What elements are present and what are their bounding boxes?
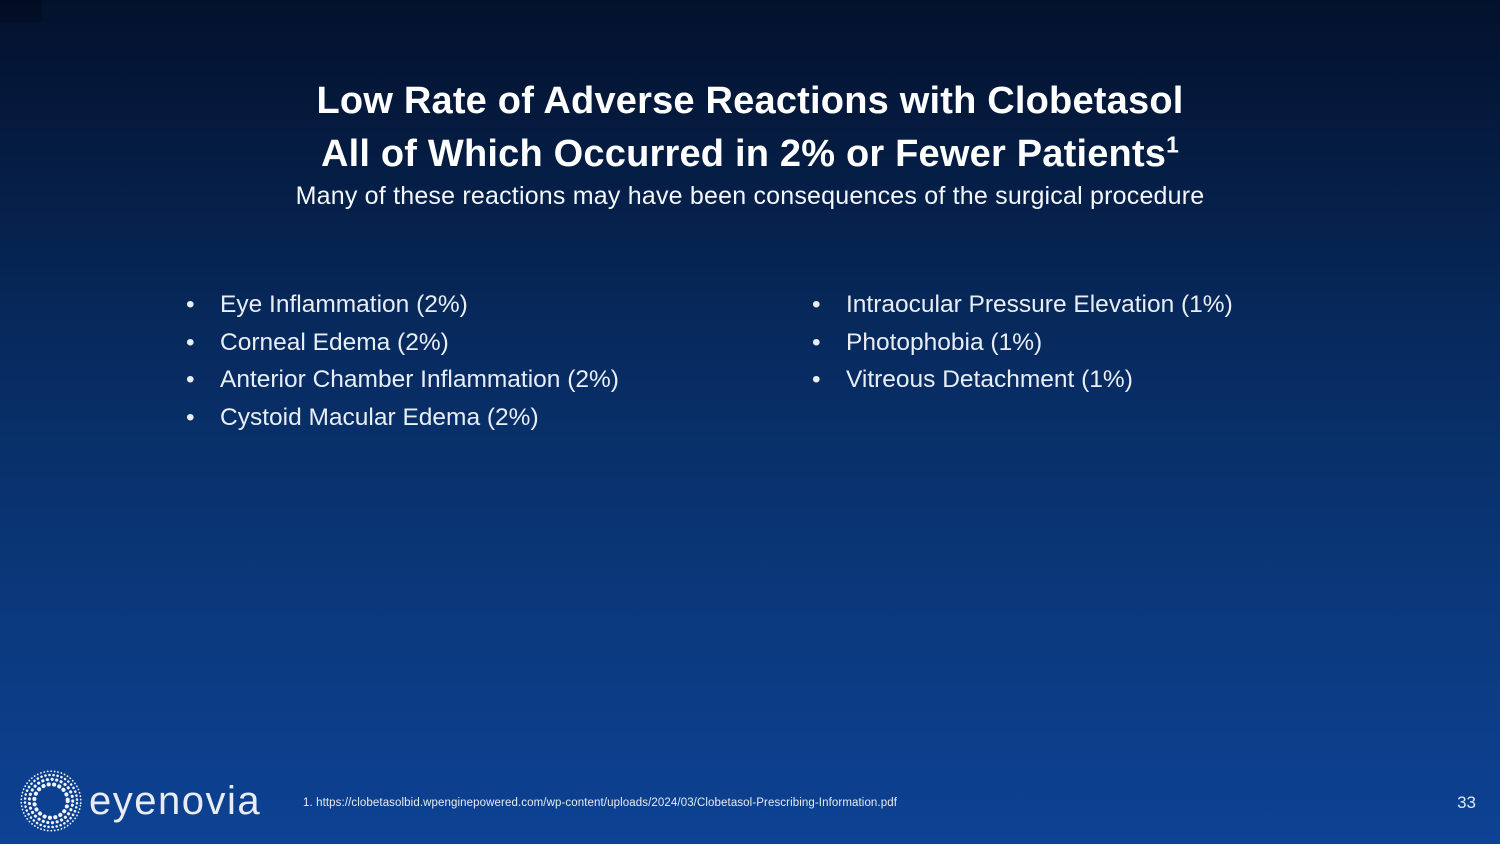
corner-shade xyxy=(0,0,42,22)
slide-title-superscript: 1 xyxy=(1166,131,1180,158)
eyenovia-logo-text: eyenovia xyxy=(89,779,262,823)
page-number: 33 xyxy=(1457,793,1476,812)
bullet-list-left: Eye Inflammation (2%) Corneal Edema (2%)… xyxy=(186,292,619,443)
slide-subtitle: Many of these reactions may have been co… xyxy=(295,182,1205,210)
bullet-item: Intraocular Pressure Elevation (1%) xyxy=(812,292,1233,318)
bullet-item: Anterior Chamber Inflammation (2%) xyxy=(186,367,619,393)
bullet-list-right: Intraocular Pressure Elevation (1%) Phot… xyxy=(812,292,1233,406)
slide-title-line2: All of Which Occurred in 2% or Fewer Pat… xyxy=(320,133,1167,176)
eyenovia-logo-icon xyxy=(20,770,82,832)
bullet-item: Eye Inflammation (2%) xyxy=(186,292,619,318)
slide-title: Low Rate of Adverse Reactions with Clobe… xyxy=(0,75,1500,181)
footnote-reference: 1. https://clobetasolbid.wpenginepowered… xyxy=(303,797,898,809)
bullet-item: Photophobia (1%) xyxy=(812,330,1233,356)
eyenovia-logo: eyenovia xyxy=(20,770,261,832)
slide-title-line1: Low Rate of Adverse Reactions with Clobe… xyxy=(316,80,1184,123)
bullet-item: Cystoid Macular Edema (2%) xyxy=(186,405,619,431)
bullet-item: Corneal Edema (2%) xyxy=(186,330,619,356)
bullet-item: Vitreous Detachment (1%) xyxy=(812,367,1233,393)
